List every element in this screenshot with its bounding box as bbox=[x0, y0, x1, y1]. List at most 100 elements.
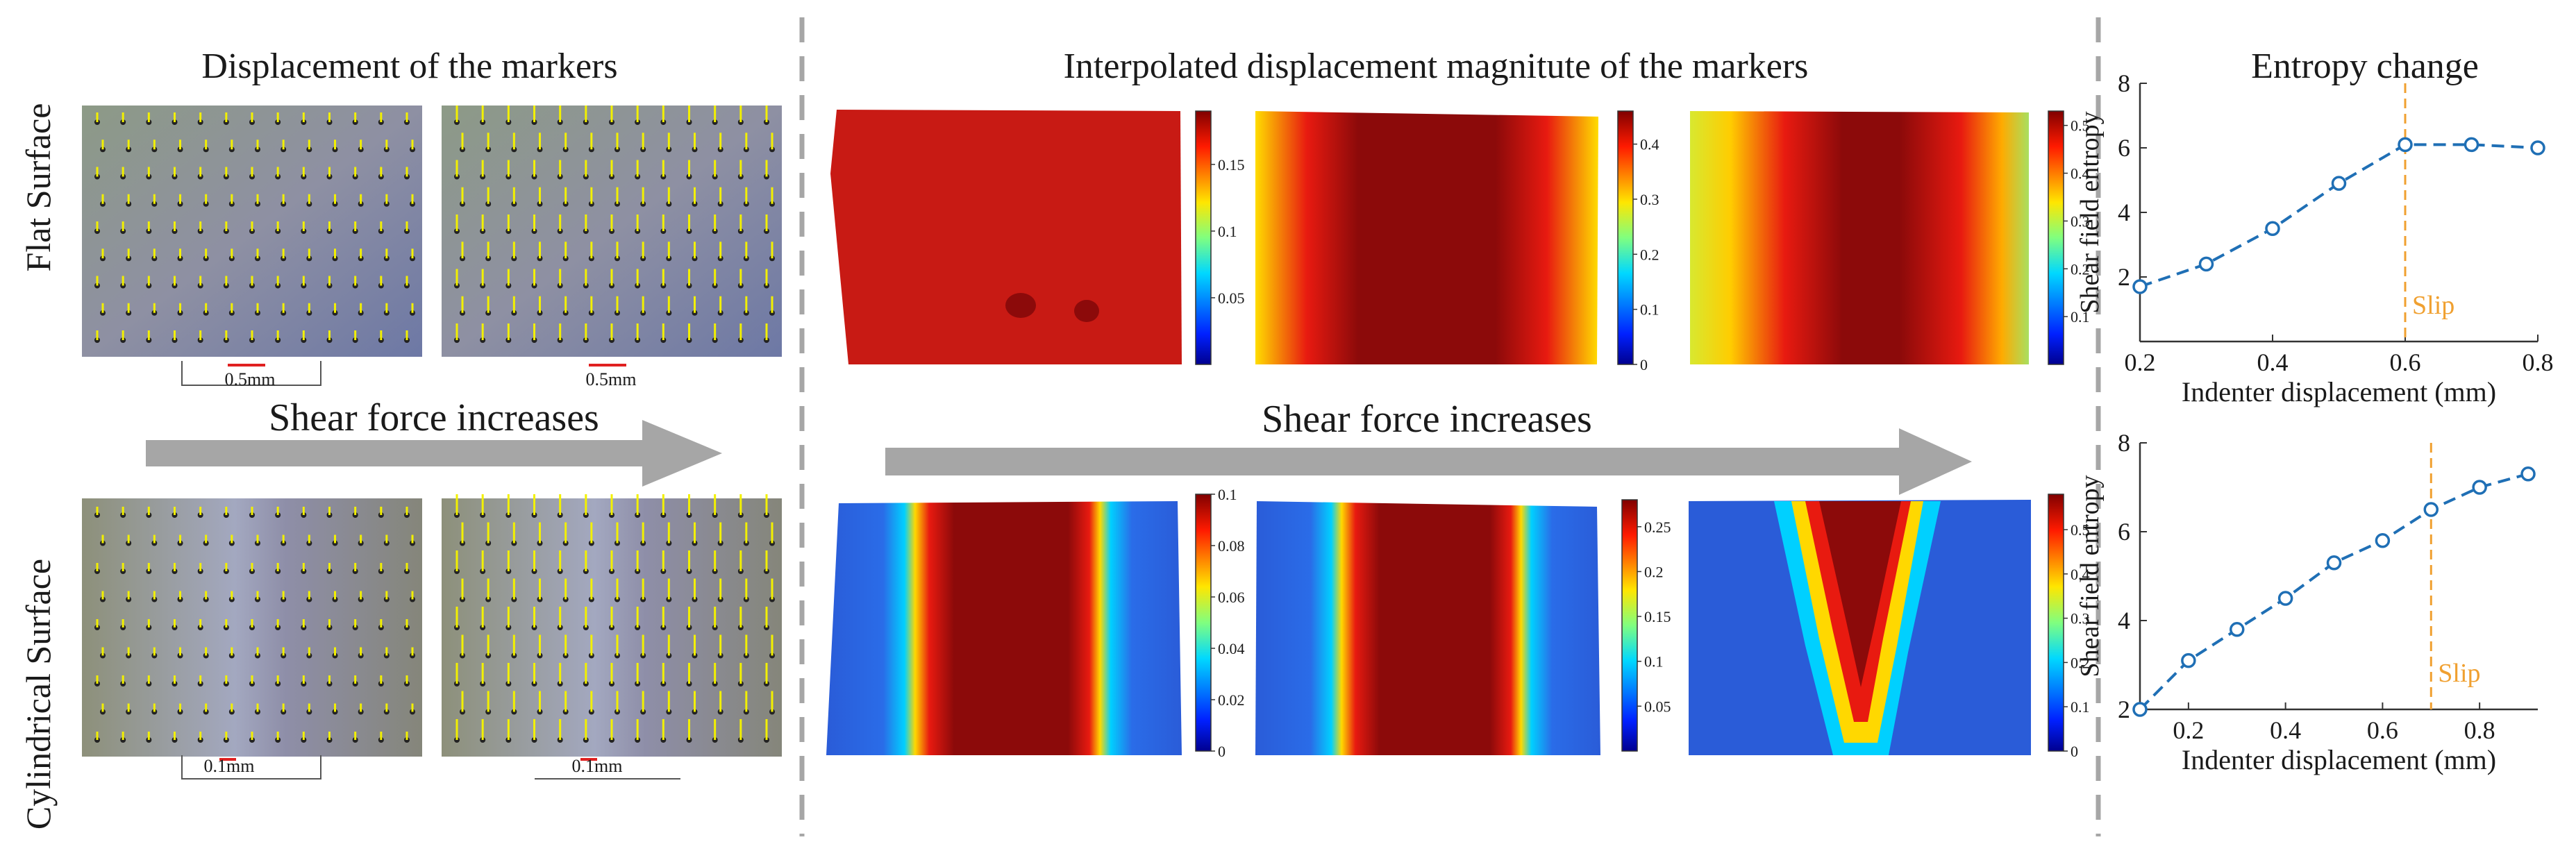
x-tick-label: 0.4 bbox=[2257, 348, 2289, 376]
data-point bbox=[2230, 622, 2245, 637]
colorbar-tick-label: 0.4 bbox=[2071, 566, 2090, 583]
interp-title: Interpolated displacement magnitute of t… bbox=[1064, 47, 1809, 86]
colorbar-tick-label: 0.15 bbox=[1218, 156, 1245, 174]
row-label-cylindrical: Cylindrical Surface bbox=[19, 559, 58, 829]
scale-label-cyl-2: 0.1mm bbox=[572, 756, 623, 776]
colorbar-tick-label: 0.05 bbox=[1644, 698, 1671, 715]
y-tick-label: 6 bbox=[2118, 134, 2130, 162]
colorbar-tick-label: 0.4 bbox=[2071, 165, 2090, 183]
photo-cyl-1 bbox=[82, 498, 422, 757]
x-tick-label: 0.6 bbox=[2367, 716, 2398, 744]
x-tick-label: 0.2 bbox=[2125, 348, 2156, 376]
data-point bbox=[2265, 221, 2280, 236]
x-tick-label: 0.6 bbox=[2390, 348, 2421, 376]
photo-flat-1 bbox=[82, 106, 422, 357]
colorbar-tick-label: 0.1 bbox=[1218, 223, 1237, 240]
scale-bar-cyl-2: 0.1mm bbox=[535, 756, 680, 780]
colorbar-tick-label: 0.4 bbox=[1640, 136, 1659, 153]
scale-bar-flat-1: 0.5mm bbox=[181, 361, 321, 389]
data-point bbox=[2198, 256, 2214, 272]
data-point bbox=[2530, 140, 2545, 155]
heatmap-flat-1 bbox=[830, 110, 1182, 364]
shear-arrow-middle bbox=[885, 428, 1972, 495]
y-axis-label: Shear field entropy bbox=[2075, 475, 2105, 677]
colorbar-tick-label: 0.2 bbox=[1640, 246, 1659, 263]
x-tick-label: 0.2 bbox=[2173, 716, 2204, 744]
data-point bbox=[2423, 502, 2439, 517]
x-axis-label: Indenter displacement (mm) bbox=[2182, 376, 2496, 407]
data-point bbox=[2464, 137, 2479, 153]
colorbar-3: 0.5 0.4 0.3 0.2 0.1 bbox=[2048, 110, 2090, 365]
y-tick-label: 8 bbox=[2118, 429, 2130, 457]
colorbar-tick-label: 0.06 bbox=[1218, 589, 1245, 606]
y-tick-label: 8 bbox=[2118, 69, 2130, 97]
colorbar-tick-label: 0.1 bbox=[1644, 653, 1664, 671]
colorbar-tick-label: 0.1 bbox=[1640, 301, 1659, 319]
colorbar-tick-label: 0.1 bbox=[2071, 698, 2090, 716]
data-point bbox=[2277, 591, 2293, 606]
y-tick-label: 6 bbox=[2118, 518, 2130, 546]
colorbar-tick-label: 0 bbox=[1640, 356, 1648, 373]
scale-label-flat-2: 0.5mm bbox=[586, 369, 637, 389]
x-tick-label: 0.8 bbox=[2523, 348, 2554, 376]
colorbar-tick-label: 0.2 bbox=[2071, 260, 2090, 278]
colorbar-5: 0.25 0.2 0.15 0.1 0.05 bbox=[1621, 499, 1671, 752]
colorbar-tick-label: 0.05 bbox=[1218, 289, 1245, 307]
x-axis-label: Indenter displacement (mm) bbox=[2182, 744, 2496, 775]
colorbar-tick-label: 0.02 bbox=[1218, 691, 1245, 709]
colorbar-tick-label: 0 bbox=[2071, 743, 2078, 760]
heatmap-cyl-3 bbox=[1689, 500, 2031, 755]
colorbar-tick-label: 0.5 bbox=[2071, 117, 2090, 135]
y-tick-label: 2 bbox=[2118, 696, 2130, 723]
colorbar-tick-label: 0.15 bbox=[1644, 608, 1671, 625]
colorbar-6: 0.5 0.4 0.3 0.2 0.1 0 bbox=[2048, 494, 2090, 760]
data-point bbox=[2375, 533, 2391, 548]
colorbar-tick-label: 0.3 bbox=[1640, 191, 1659, 208]
colorbar-tick-label: 0 bbox=[1218, 743, 1226, 760]
heatmap-cyl-1 bbox=[826, 501, 1182, 755]
data-point bbox=[2520, 466, 2536, 482]
colorbar-tick-label: 0.08 bbox=[1218, 537, 1245, 555]
heatmap-flat-2 bbox=[1255, 111, 1598, 364]
colorbar-tick-label: 0.5 bbox=[2071, 521, 2090, 539]
colorbar-tick-label: 0.3 bbox=[2071, 212, 2090, 230]
colorbar-tick-label: 0.04 bbox=[1218, 640, 1245, 657]
entropy-title: Entropy change bbox=[2251, 47, 2479, 86]
x-tick-label: 0.8 bbox=[2464, 716, 2495, 744]
y-tick-label: 2 bbox=[2118, 263, 2130, 291]
x-tick-label: 0.4 bbox=[2270, 716, 2301, 744]
shear-label-middle: Shear force increases bbox=[1262, 398, 1592, 441]
y-tick-label: 4 bbox=[2118, 199, 2130, 226]
colorbar-tick-label: 0.25 bbox=[1644, 519, 1671, 536]
data-point bbox=[2398, 137, 2413, 153]
y-axis-label: Shear field entropy bbox=[2075, 111, 2105, 313]
data-point bbox=[2132, 279, 2148, 294]
data-point bbox=[2326, 555, 2342, 571]
row-label-flat: Flat Surface bbox=[19, 103, 58, 272]
data-point bbox=[2132, 702, 2148, 717]
shear-arrow-left bbox=[146, 420, 722, 487]
colorbar-tick-label: 0.2 bbox=[1644, 563, 1664, 580]
heatmap-cyl-2 bbox=[1255, 501, 1600, 755]
data-point bbox=[2472, 480, 2487, 495]
scale-bar-flat-2: 0.5mm bbox=[586, 364, 637, 389]
photo-cyl-2 bbox=[442, 494, 782, 757]
entropy-chart-flat: 2 4 6 8 0.2 0.4 0.6 0.8 Indenter displacement (m… bbox=[2075, 69, 2554, 407]
y-tick-label: 4 bbox=[2118, 607, 2130, 634]
scale-bar-cyl-1: 0.1mm bbox=[181, 755, 321, 780]
slip-label: Slip bbox=[2438, 659, 2480, 688]
colorbar-1: 0.15 0.1 0.05 bbox=[1195, 110, 1245, 365]
colorbar-tick-label: 0.1 bbox=[1218, 486, 1237, 503]
colorbar-tick-label: 0.1 bbox=[2071, 308, 2090, 326]
markers-title: Displacement of the markers bbox=[201, 47, 617, 86]
scale-label-flat-1: 0.5mm bbox=[225, 369, 276, 389]
data-point bbox=[2181, 652, 2196, 668]
scale-label-cyl-1: 0.1mm bbox=[204, 756, 255, 776]
heatmap-flat-3 bbox=[1690, 111, 2029, 364]
photo-flat-2 bbox=[442, 106, 782, 357]
colorbar-tick-label: 0.2 bbox=[2071, 654, 2090, 671]
shear-label-left: Shear force increases bbox=[269, 396, 599, 439]
colorbar-4: 0.1 0.08 0.06 0.04 0.02 0 bbox=[1195, 486, 1245, 760]
data-point bbox=[2331, 176, 2347, 191]
